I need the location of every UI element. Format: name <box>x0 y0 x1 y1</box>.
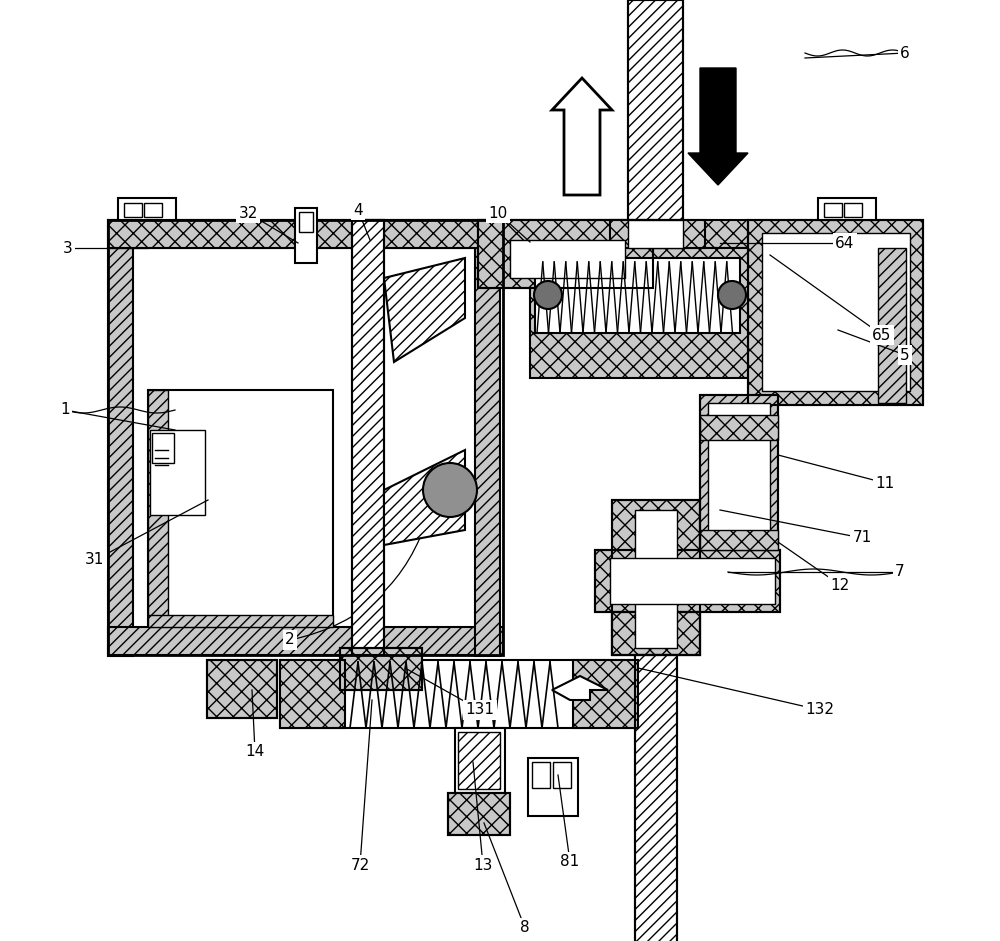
Bar <box>748 220 923 405</box>
Bar <box>700 415 778 440</box>
Text: 132: 132 <box>806 703 834 717</box>
Bar <box>478 220 653 288</box>
Bar <box>610 220 705 248</box>
Polygon shape <box>384 450 465 545</box>
Bar <box>280 660 638 728</box>
Text: 7: 7 <box>895 565 905 580</box>
Text: 13: 13 <box>473 857 493 872</box>
Bar <box>610 558 775 604</box>
Text: 12: 12 <box>830 578 850 593</box>
Bar <box>108 220 503 655</box>
Text: 72: 72 <box>350 857 370 872</box>
Polygon shape <box>552 676 608 700</box>
Text: 1: 1 <box>60 403 70 418</box>
Bar <box>595 550 780 612</box>
Bar <box>553 762 571 788</box>
Bar <box>635 655 677 941</box>
Polygon shape <box>384 258 465 362</box>
Circle shape <box>718 281 746 309</box>
Text: 71: 71 <box>852 531 872 546</box>
Text: 1: 1 <box>60 403 70 418</box>
Bar <box>352 220 384 655</box>
Text: 31: 31 <box>85 552 105 567</box>
Bar <box>748 220 923 405</box>
Text: 10: 10 <box>488 205 508 220</box>
Bar <box>628 0 683 220</box>
Text: 4: 4 <box>353 202 363 217</box>
Bar <box>612 500 700 655</box>
Bar <box>352 220 384 655</box>
Bar <box>528 758 578 816</box>
Text: 32: 32 <box>238 205 258 220</box>
Bar <box>762 233 910 391</box>
Bar <box>612 612 700 655</box>
Bar <box>148 390 333 625</box>
Bar <box>340 648 422 690</box>
Bar <box>535 258 740 333</box>
Bar <box>118 198 176 220</box>
Polygon shape <box>688 68 748 185</box>
Text: 5: 5 <box>900 347 910 362</box>
Text: 7: 7 <box>895 565 905 580</box>
Bar <box>108 248 133 656</box>
Circle shape <box>534 281 562 309</box>
Bar <box>635 655 677 941</box>
Bar <box>448 793 510 835</box>
Text: 8: 8 <box>520 920 530 935</box>
Text: 14: 14 <box>245 744 265 759</box>
Bar <box>628 220 683 248</box>
Bar <box>700 395 778 550</box>
Bar <box>700 530 778 550</box>
Text: 6: 6 <box>900 45 910 60</box>
Bar <box>818 198 876 220</box>
Bar <box>207 660 277 718</box>
Bar <box>108 220 748 248</box>
Text: 2: 2 <box>285 632 295 647</box>
Bar <box>510 240 625 278</box>
Bar <box>148 615 333 627</box>
Bar <box>458 732 500 789</box>
Bar <box>108 627 503 655</box>
Polygon shape <box>552 78 612 195</box>
Circle shape <box>423 463 477 517</box>
Text: 131: 131 <box>466 703 494 717</box>
Text: 3: 3 <box>63 241 73 256</box>
Text: 11: 11 <box>875 475 895 490</box>
Text: 6: 6 <box>900 45 910 60</box>
Text: 64: 64 <box>835 235 855 250</box>
Bar <box>144 203 162 217</box>
Bar <box>824 203 842 217</box>
Bar <box>628 0 683 220</box>
Bar <box>150 430 205 515</box>
Bar <box>108 220 503 248</box>
Bar <box>455 728 505 793</box>
Text: 81: 81 <box>560 854 580 869</box>
Bar <box>340 648 422 690</box>
Bar <box>878 248 906 403</box>
Bar <box>595 550 780 612</box>
Bar <box>844 203 862 217</box>
Bar <box>124 203 142 217</box>
Bar <box>448 793 510 835</box>
Bar <box>700 395 778 550</box>
Bar <box>478 220 653 288</box>
Bar <box>612 500 700 655</box>
Bar <box>299 212 313 232</box>
Bar <box>152 433 174 463</box>
Bar <box>295 208 317 263</box>
Bar <box>280 660 345 728</box>
Bar <box>573 660 638 728</box>
Text: 65: 65 <box>872 327 892 343</box>
Bar <box>635 510 677 648</box>
Bar <box>530 248 750 378</box>
Bar <box>708 403 770 543</box>
Bar <box>148 390 168 625</box>
Bar <box>532 762 550 788</box>
Bar <box>612 612 700 655</box>
Bar <box>207 660 277 718</box>
Bar <box>475 248 500 656</box>
